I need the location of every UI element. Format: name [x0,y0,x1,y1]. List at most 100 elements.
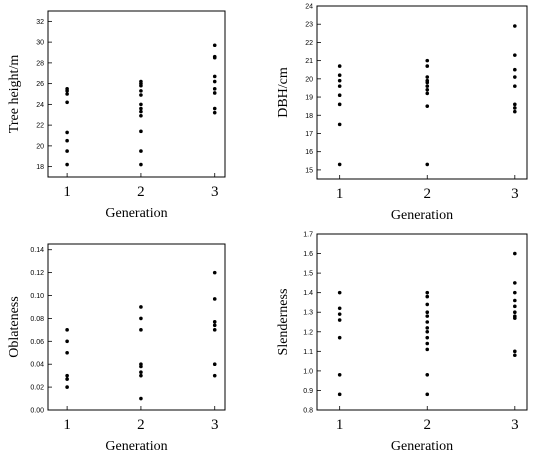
y-tick-label: 0.04 [30,362,44,369]
data-point [337,102,342,107]
data-point [337,392,342,397]
data-point [425,326,430,330]
y-tick-label: 1.1 [303,349,313,356]
data-point [425,104,430,108]
data-point [212,328,217,332]
data-point [139,396,143,401]
plot-frame [316,233,528,411]
data-point [65,149,69,153]
data-point [139,93,143,97]
x-category-label: 2 [137,184,145,200]
data-point [65,130,69,135]
data-point [139,149,143,153]
data-point [513,298,517,303]
data-point [65,92,69,96]
data-point [513,316,517,320]
data-point [425,314,430,318]
y-axis-title: Slenderness [276,289,291,356]
data-point [139,162,143,167]
data-point [337,64,342,68]
data-point [513,106,517,110]
data-point [513,281,517,285]
data-point [337,290,342,295]
data-point [425,335,430,340]
data-point [212,106,217,111]
y-tick-label: 1.4 [303,290,313,297]
data-point [425,162,430,167]
chart-panel-1: 18 20 22 24 26 28 30 32 1 2 3 Generation Tree height… [7,10,226,221]
data-point [212,55,217,60]
x-category-label: 3 [511,417,519,433]
x-category-label: 2 [137,417,145,433]
data-point [513,109,517,114]
data-point [513,67,517,72]
data-point [212,297,217,301]
data-point [513,310,517,315]
data-point [65,350,69,355]
y-tick-label: 1.2 [303,329,313,336]
data-point [513,84,517,88]
data-point [337,84,342,88]
data-point [139,83,143,88]
data-point [513,24,517,28]
data-point [513,349,517,354]
data-point [425,320,430,324]
y-tick-label: 0.14 [30,247,44,254]
y-tick-label: 23 [305,22,313,29]
x-category-label: 1 [63,417,71,433]
y-axis-title: DBH/cm [276,67,291,118]
y-tick-label: 0.9 [303,388,313,395]
data-point [139,328,143,332]
y-tick-label: 30 [36,40,44,47]
plot-frame [316,5,528,180]
data-point [139,316,143,321]
data-point [425,80,430,85]
y-tick-label: 1.0 [303,368,313,375]
data-point [65,138,69,143]
y-tick-label: 0.10 [30,293,44,300]
y-axis-title: Oblateness [7,296,22,357]
data-point [425,373,430,377]
data-point [425,341,430,346]
data-point [65,89,69,93]
y-tick-label: 0.08 [30,316,44,323]
x-category-label: 2 [424,417,432,433]
data-point [212,362,217,367]
data-point [139,106,143,111]
y-tick-label: 24 [305,4,313,11]
y-tick-label: 1.7 [303,232,313,239]
data-point [337,306,342,311]
data-point [139,370,143,375]
chart-panel-3: 0.00 0.02 0.04 0.06 0.08 0.10 0.12 0.14 1 2 3 Gener… [7,243,226,454]
data-point [212,87,217,91]
y-tick-label: 0.8 [303,408,313,415]
data-point [139,373,143,378]
y-tick-label: 0.12 [30,270,44,277]
y-tick-label: 17 [305,131,313,138]
data-point [425,294,430,299]
data-point [513,102,517,107]
data-point [212,91,217,95]
data-point [139,364,143,369]
data-point [212,270,217,275]
y-tick-label: 24 [36,102,44,109]
data-point [425,84,430,88]
data-point [65,385,69,389]
data-point [139,102,143,107]
y-tick-label: 0.02 [30,385,44,392]
data-point [139,109,143,114]
y-tick-label: 18 [36,164,44,171]
x-category-label: 3 [211,184,219,200]
x-axis-title: Generation [391,208,453,223]
plot-frame [47,243,226,411]
data-point [139,113,143,118]
data-point [65,339,69,344]
data-point [337,335,342,340]
data-point [337,162,342,167]
y-tick-label: 26 [36,81,44,88]
data-point [425,310,430,315]
data-point [212,323,217,328]
data-point [337,122,342,127]
